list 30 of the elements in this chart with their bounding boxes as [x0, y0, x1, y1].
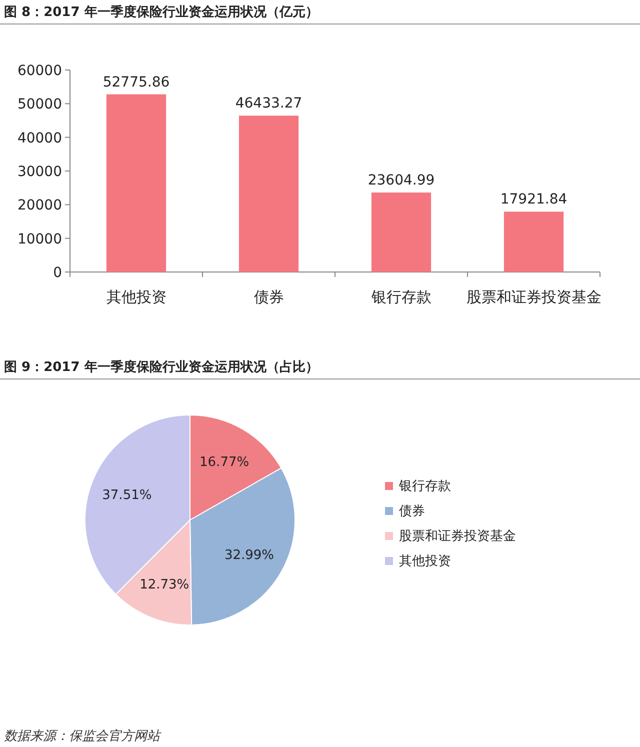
- data-label: 17921.84: [500, 192, 568, 208]
- data-label: 16.77%: [200, 455, 250, 470]
- bar: [106, 94, 166, 272]
- y-tick-label: 10000: [17, 231, 62, 248]
- data-label: 23604.99: [368, 172, 435, 189]
- bar: [238, 116, 299, 272]
- x-tick-label: 债券: [254, 288, 284, 306]
- legend-label: 股票和证券投资基金: [399, 529, 516, 544]
- x-tick-label: 股票和证券投资基金: [466, 288, 602, 306]
- y-tick-label: 20000: [17, 198, 62, 214]
- data-label: 46433.27: [235, 96, 302, 112]
- data-label: 52775.86: [102, 74, 170, 90]
- y-tick-label: 0: [53, 265, 62, 281]
- data-label: 32.99%: [224, 548, 274, 563]
- data-label: 37.51%: [102, 488, 152, 503]
- x-tick-label: 其他投资: [106, 288, 166, 306]
- source-note: 数据来源：保监会官方网站: [4, 728, 162, 744]
- data-label: 12.73%: [140, 577, 190, 592]
- bar: [371, 192, 432, 272]
- legend-label: 其他投资: [399, 554, 451, 569]
- chart-title: 图 9：2017 年一季度保险行业资金运用状况（占比）: [4, 359, 318, 375]
- legend-label: 债券: [399, 504, 425, 519]
- x-tick-label: 银行存款: [370, 288, 432, 306]
- chart-title: 图 8：2017 年一季度保险行业资金运用状况（亿元）: [4, 4, 318, 20]
- legend-label: 银行存款: [398, 479, 451, 494]
- y-tick-label: 50000: [17, 96, 62, 113]
- bar: [504, 212, 564, 272]
- y-tick-label: 60000: [17, 63, 62, 79]
- y-tick-label: 30000: [17, 164, 62, 180]
- y-tick-label: 40000: [17, 130, 62, 146]
